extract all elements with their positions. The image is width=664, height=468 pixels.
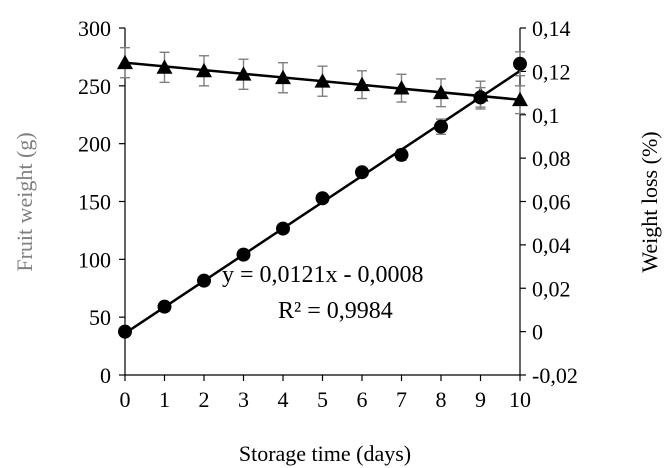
trendline-r-squared: R² = 0,9984 [278,298,393,324]
weight-loss-point [157,299,172,314]
fruit-weight-point [117,54,133,70]
fruit-weight-point [393,80,410,95]
x-tick-label: 2 [199,387,210,412]
y-left-tick-label: 100 [78,247,111,272]
y-right-tick-label: 0,06 [532,190,571,215]
y-right-tick-label: -0,02 [532,363,578,388]
fruit-weight-point [235,66,252,81]
weight-loss-point [434,119,448,134]
fruit-weight-point [314,73,331,88]
y-right-tick-label: 0,08 [532,146,571,171]
x-tick-label: 1 [159,387,170,412]
weight-loss-point [276,221,290,236]
fruit-weight-point [275,69,291,85]
y-left-tick-label: 200 [78,132,111,157]
weight-loss-point [513,56,527,71]
fruit-weight-point [433,84,449,100]
y-left-tick-label: 300 [78,16,111,41]
x-tick-label: 0 [120,387,131,412]
y-right-tick-label: 0,02 [532,276,571,301]
weight-loss-point [473,90,488,105]
fruit-weight-point [156,59,173,74]
y-left-tick-label: 50 [89,305,111,330]
y-axis-right-title: Weight loss (%) [637,131,662,272]
x-tick-label: 9 [475,387,486,412]
x-tick-label: 3 [238,387,249,412]
y-left-tick-label: 150 [78,190,111,215]
weight-loss-point [315,191,330,206]
y-left-tick-label: 0 [100,363,111,388]
weight-loss-point [197,273,211,288]
weight-loss-point [394,147,409,162]
x-axis-title: Storage time (days) [239,441,411,466]
fruit-weight-point [354,76,370,92]
x-tick-label: 4 [278,387,289,412]
y-left-tick-label: 250 [78,74,111,99]
series-layer [117,46,528,339]
fruit-weight-point [196,62,212,78]
y-right-tick-label: 0,12 [532,59,571,84]
fruit-weight-point [512,91,528,107]
y-axis-left-title: Fruit weight (g) [12,132,37,271]
y-right-tick-label: 0,14 [532,16,571,41]
weight-loss-point [355,165,369,180]
x-tick-label: 8 [436,387,447,412]
y-right-tick-label: 0,1 [532,103,560,128]
weight-loss-point [118,324,132,339]
axes: 0 1 2 3 4 5 6 7 8 9 10050100150200250300-0,0200,02… [78,16,578,412]
y-right-tick-label: 0,04 [532,233,571,258]
x-tick-label: 7 [396,387,407,412]
trendline-equation: y = 0,0121x - 0,0008 [222,262,424,288]
x-tick-label: 10 [509,387,531,412]
x-tick-label: 5 [317,387,328,412]
weight-loss-point [236,247,251,262]
y-right-tick-label: 0 [532,320,543,345]
x-tick-label: 6 [357,387,368,412]
